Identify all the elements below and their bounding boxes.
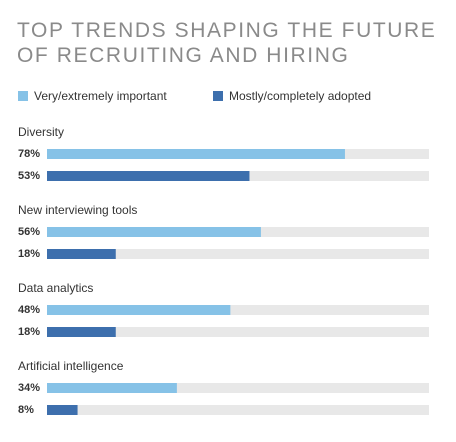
legend-swatch (18, 91, 28, 101)
value-label: 48% (18, 304, 40, 316)
chart-title: TOP TRENDS SHAPING THE FUTURE OF RECRUIT… (17, 19, 437, 67)
value-label: 18% (18, 326, 40, 338)
value-label: 8% (18, 404, 34, 416)
category-label: Diversity (18, 125, 64, 139)
bar (47, 149, 345, 159)
bar (47, 249, 116, 259)
category-label: Data analytics (18, 281, 93, 295)
value-label: 34% (18, 382, 40, 394)
category-label: New interviewing tools (18, 203, 137, 217)
bar (47, 383, 177, 393)
bar (47, 327, 116, 337)
bar-track (47, 249, 429, 259)
bar (47, 305, 231, 315)
legend-swatch (213, 91, 223, 101)
bar (47, 227, 261, 237)
bar-track (47, 383, 429, 393)
legend-label: Very/extremely important (34, 89, 167, 103)
bar (47, 405, 78, 415)
bar-track (47, 405, 429, 415)
value-label: 56% (18, 226, 40, 238)
bar-track (47, 305, 429, 315)
category-label: Artificial intelligence (18, 359, 124, 373)
value-label: 18% (18, 248, 40, 260)
value-label: 53% (18, 170, 40, 182)
value-label: 78% (18, 148, 40, 160)
bar-track (47, 327, 429, 337)
legend-label: Mostly/completely adopted (229, 89, 371, 103)
bar (47, 171, 250, 181)
